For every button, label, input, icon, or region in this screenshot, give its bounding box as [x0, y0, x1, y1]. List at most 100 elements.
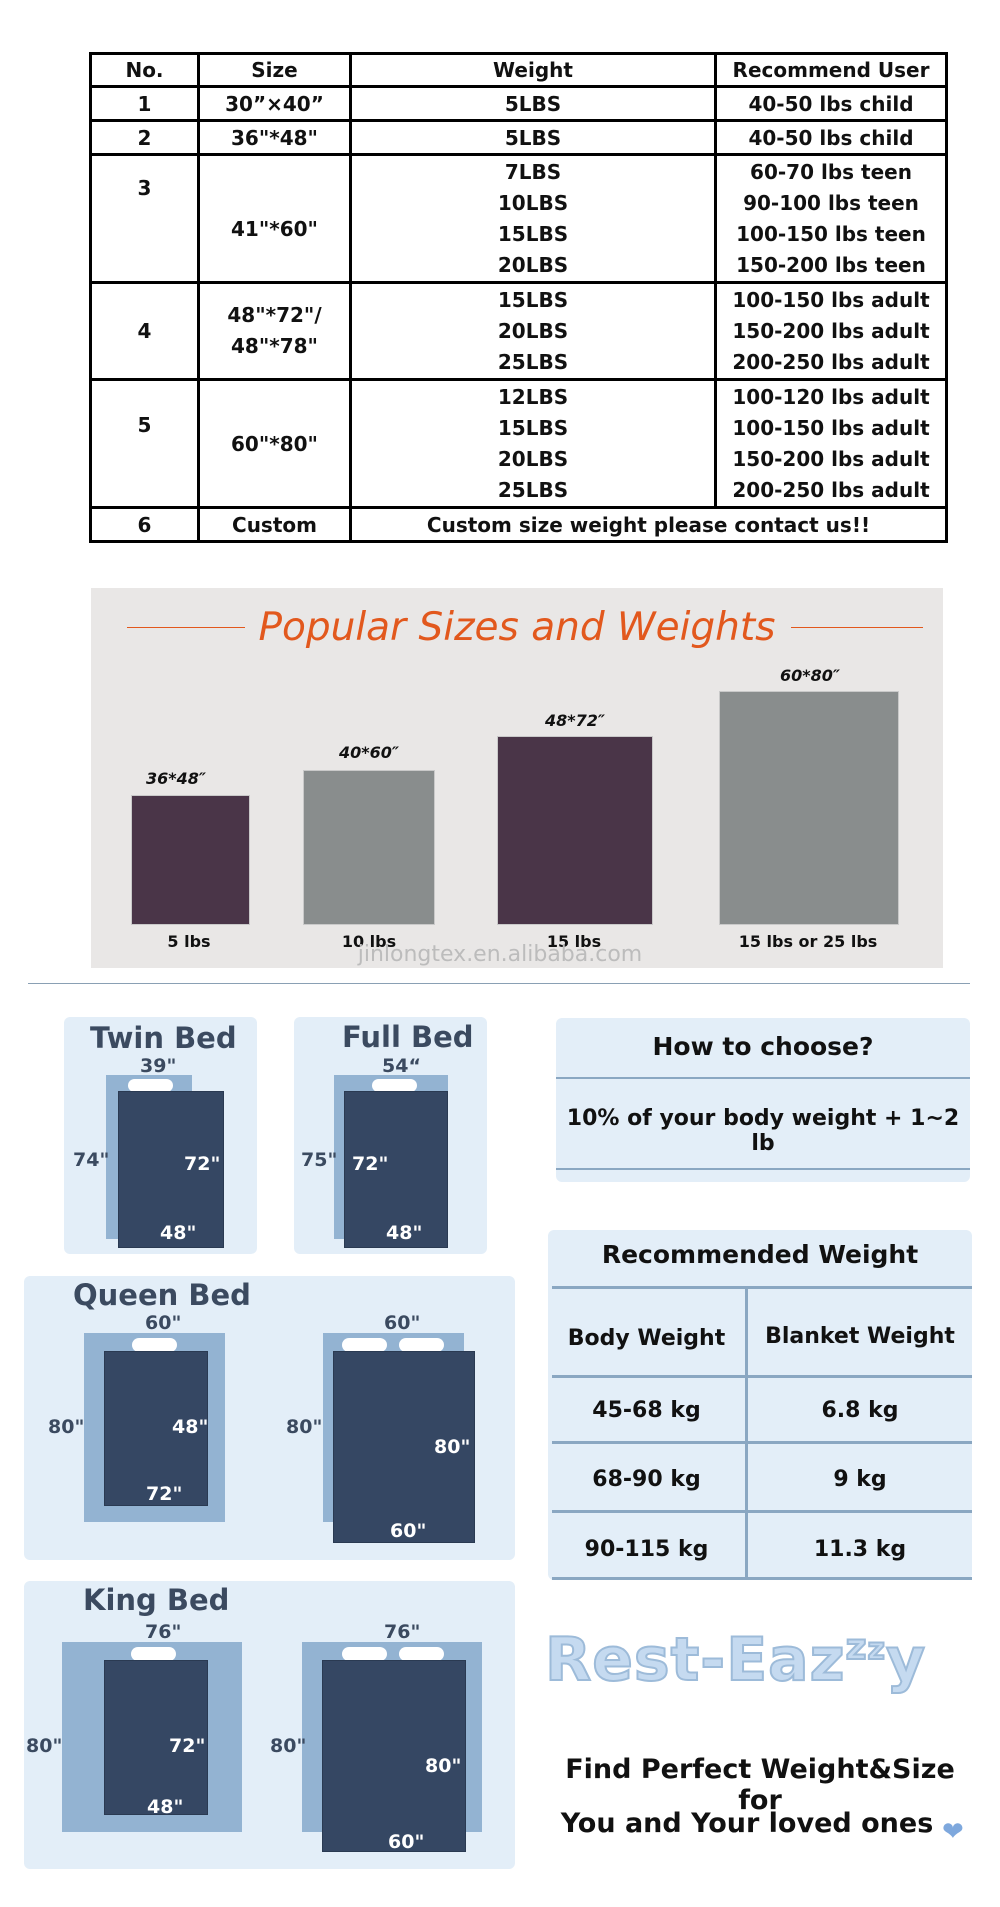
row-no: 1: [89, 85, 200, 122]
custom-note: Custom size weight please contact us!!: [349, 506, 948, 543]
blanket: [333, 1351, 475, 1543]
blanket-width-label: 72": [146, 1483, 183, 1505]
rule: [552, 1375, 972, 1378]
row-weight: 5LBS: [349, 85, 717, 122]
row-user: 40-50 lbs child: [714, 119, 948, 156]
weight-item: 10LBS: [497, 190, 569, 215]
user-item: 100-150 lbs adult: [732, 287, 930, 312]
row-user: 40-50 lbs child: [714, 85, 948, 122]
user-item: 100-150 lbs adult: [732, 415, 930, 440]
header-recommend-user: Recommend User: [714, 52, 948, 88]
title-rule-right: [791, 627, 923, 628]
body-weight-value: 45-68 kg: [592, 1398, 701, 1423]
bed-length-label: 74": [73, 1149, 110, 1171]
blanket-swatch: [131, 795, 250, 925]
bed-length-label: 80": [26, 1735, 63, 1757]
blanket-weight-label: 15 lbs: [546, 932, 602, 951]
blanket-size-label: 36*48″: [145, 769, 207, 788]
bed-width-label: 54“: [382, 1055, 421, 1077]
weight-item: 20LBS: [497, 318, 569, 343]
blanket-weight-label: 15 lbs or 25 lbs: [738, 932, 878, 951]
row-no: 4: [89, 281, 200, 381]
pillow: [131, 1647, 176, 1661]
blanket-width-label: 60": [388, 1831, 425, 1853]
bed-length-label: 80": [270, 1735, 307, 1757]
blanket-length-label: 72": [184, 1153, 221, 1175]
queen-bed-title: Queen Bed: [73, 1278, 251, 1312]
bed-width-label: 76": [145, 1621, 182, 1643]
weight-item: 15LBS: [497, 287, 569, 312]
brand-z: z: [867, 1631, 887, 1668]
row-no: 5: [89, 378, 200, 509]
blanket-width-label: 48": [147, 1796, 184, 1818]
row-user-list: 100-150 lbs adult 150-200 lbs adult 200-…: [714, 281, 948, 381]
pillow: [399, 1647, 444, 1661]
table-row: 1 30”×40” 5LBS 40-50 lbs child: [89, 85, 948, 122]
heart-icon: ❤: [942, 1817, 964, 1847]
blanket-length-label: 80": [425, 1755, 462, 1777]
blanket-weight-label: 10 lbs: [341, 932, 397, 951]
blanket: [118, 1091, 224, 1248]
bed-width-label: 60": [145, 1312, 182, 1334]
weight-item: 7LBS: [504, 159, 562, 184]
tagline-line-1: Find Perfect Weight&Size for: [565, 1754, 955, 1816]
size-line: 48"*72"/: [227, 303, 322, 327]
row-size-two-line: 48"*72"/ 48"*78": [197, 281, 352, 381]
bed-width-label: 60": [384, 1312, 421, 1334]
blanket-length-label: 48": [172, 1416, 209, 1438]
pillow: [132, 1338, 177, 1352]
pillow: [128, 1079, 173, 1092]
row-no: 3: [89, 153, 200, 284]
watermark: jinlongtex.en.alibaba.com: [357, 942, 643, 967]
pillow: [342, 1338, 387, 1352]
twin-bed-title: Twin Bed: [90, 1021, 237, 1055]
table-row: 2 36"*48" 5LBS 40-50 lbs child: [89, 119, 948, 156]
row-user-list: 60-70 lbs teen 90-100 lbs teen 100-150 l…: [714, 153, 948, 284]
blanket-width-label: 60": [390, 1520, 427, 1542]
bed-length-label: 75": [301, 1149, 338, 1171]
blanket-length-label: 80": [434, 1436, 471, 1458]
row-size: 36"*48": [197, 119, 352, 156]
pillow: [372, 1079, 417, 1092]
user-item: 60-70 lbs teen: [750, 159, 912, 184]
row-weight-list: 7LBS 10LBS 15LBS 20LBS: [349, 153, 717, 284]
size-table: No. Size Weight Recommend User 1 30”×40”…: [89, 52, 948, 543]
blanket-weight-label: 5 lbs: [167, 932, 211, 951]
weight-item: 25LBS: [497, 477, 569, 502]
row-weight: 5LBS: [349, 119, 717, 156]
user-item: 150-200 lbs teen: [736, 252, 926, 277]
user-item: 150-200 lbs adult: [732, 318, 930, 343]
brand-logo: Rest-Eazzzy: [544, 1624, 926, 1696]
header-size: Size: [197, 52, 352, 88]
user-item: 90-100 lbs teen: [743, 190, 919, 215]
bed-length-label: 80": [286, 1416, 323, 1438]
blanket-length-label: 72": [352, 1153, 389, 1175]
rule: [552, 1441, 972, 1444]
header-no: No.: [89, 52, 200, 88]
blanket-width-label: 48": [386, 1222, 423, 1244]
rule: [552, 1510, 972, 1513]
brand-z: z: [845, 1626, 868, 1669]
blanket: [104, 1351, 208, 1506]
popular-sizes-panel: Popular Sizes and Weights 36*48″ 5 lbs 4…: [91, 588, 943, 968]
user-item: 200-250 lbs adult: [732, 477, 930, 502]
weight-item: 15LBS: [497, 221, 569, 246]
pillow: [399, 1338, 444, 1352]
body-weight-value: 68-90 kg: [592, 1467, 701, 1492]
section-divider: [28, 983, 970, 984]
header-body-weight: Body Weight: [567, 1326, 726, 1351]
queen-bed-panel: Queen Bed 60" 80" 48" 72" 60" 80" 80" 60…: [24, 1276, 515, 1560]
popular-title: Popular Sizes and Weights: [258, 605, 776, 650]
row-user-list: 100-120 lbs adult 100-150 lbs adult 150-…: [714, 378, 948, 509]
full-bed-panel: Full Bed 54“ 75" 72" 48": [294, 1017, 487, 1254]
user-item: 100-120 lbs adult: [732, 384, 930, 409]
blanket-size-label: 40*60″: [338, 743, 400, 762]
king-bed-title: King Bed: [83, 1583, 230, 1617]
blanket-size-label: 60*80″: [779, 666, 841, 685]
table-row: 6 Custom Custom size weight please conta…: [89, 506, 948, 543]
full-bed-title: Full Bed: [342, 1020, 474, 1054]
title-rule-left: [127, 627, 245, 628]
king-bed-panel: King Bed 76" 80" 72" 48" 76" 80" 80" 60": [24, 1581, 515, 1869]
recommended-weight-title: Recommended Weight: [601, 1240, 919, 1269]
brand-name-main: Rest-Ea: [544, 1624, 810, 1696]
